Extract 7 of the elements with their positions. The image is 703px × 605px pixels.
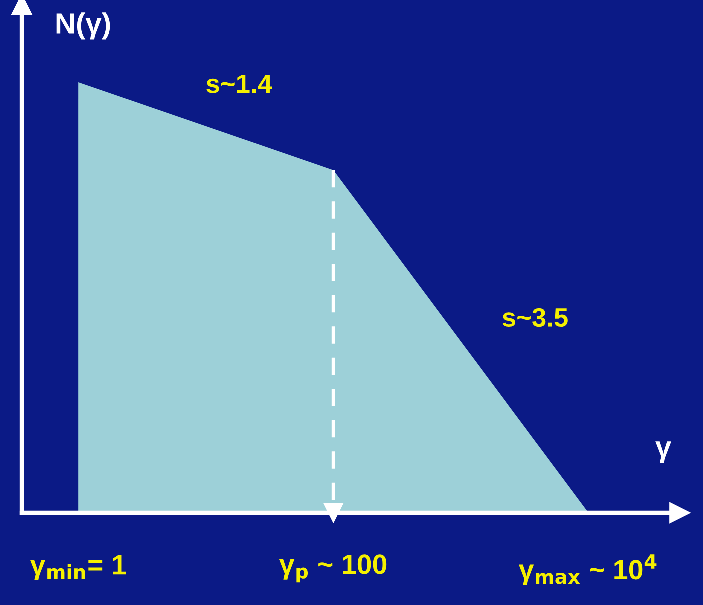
annotation: s~1.4 xyxy=(206,74,272,94)
y-axis-title: N(γ) xyxy=(56,12,110,40)
x-axis-title: γ xyxy=(656,442,672,464)
x-tick-label: γ$_{p}$ ~ 100 xyxy=(279,554,387,583)
annotation: s~3.5 xyxy=(502,308,568,328)
x-tick-label: γ$_{max}$ ~ 10$^{4}$ xyxy=(518,554,657,586)
x-tick-label: γ$_{min}$= 1 xyxy=(30,556,126,580)
